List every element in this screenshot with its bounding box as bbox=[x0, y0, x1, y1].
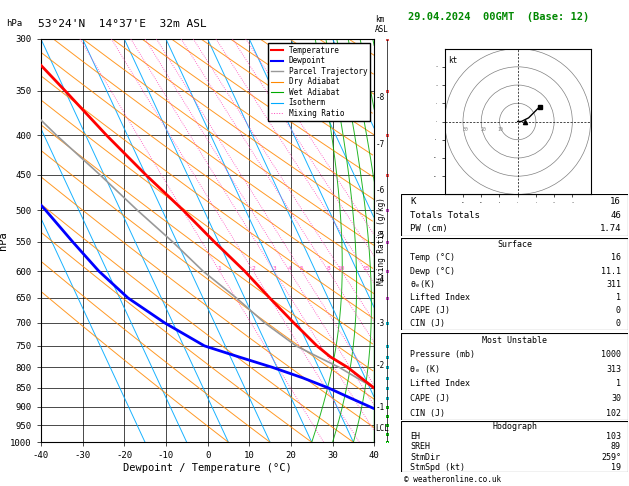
Text: Mixing Ratio (g/kg): Mixing Ratio (g/kg) bbox=[377, 197, 386, 284]
Text: 16: 16 bbox=[610, 197, 621, 206]
Text: K: K bbox=[410, 197, 416, 206]
Text: -5: -5 bbox=[376, 231, 385, 240]
Text: 16: 16 bbox=[611, 253, 621, 262]
Text: -6: -6 bbox=[376, 186, 385, 195]
Text: 53°24'N  14°37'E  32m ASL: 53°24'N 14°37'E 32m ASL bbox=[38, 19, 206, 30]
Y-axis label: hPa: hPa bbox=[0, 231, 8, 250]
Text: 8: 8 bbox=[326, 266, 330, 271]
Text: 10: 10 bbox=[498, 127, 503, 132]
Text: 313: 313 bbox=[606, 365, 621, 374]
Text: Surface: Surface bbox=[497, 240, 532, 249]
Text: 4: 4 bbox=[287, 266, 291, 271]
Text: 5: 5 bbox=[300, 266, 304, 271]
Text: 102: 102 bbox=[606, 409, 621, 417]
Text: 15: 15 bbox=[362, 266, 370, 271]
Text: Hodograph: Hodograph bbox=[492, 422, 537, 431]
Text: CAPE (J): CAPE (J) bbox=[410, 394, 450, 403]
Text: 2: 2 bbox=[252, 266, 255, 271]
Text: 89: 89 bbox=[611, 442, 621, 451]
Text: 46: 46 bbox=[610, 210, 621, 220]
Text: CIN (J): CIN (J) bbox=[410, 409, 445, 417]
Text: LCL: LCL bbox=[376, 424, 389, 433]
Text: 19: 19 bbox=[611, 463, 621, 472]
Text: CIN (J): CIN (J) bbox=[410, 319, 445, 329]
Text: -3: -3 bbox=[376, 319, 385, 328]
Text: 0: 0 bbox=[616, 319, 621, 329]
Text: 1: 1 bbox=[616, 380, 621, 388]
Text: -2: -2 bbox=[376, 361, 385, 370]
Text: 11.1: 11.1 bbox=[601, 267, 621, 276]
Text: Totals Totals: Totals Totals bbox=[410, 210, 480, 220]
Legend: Temperature, Dewpoint, Parcel Trajectory, Dry Adiabat, Wet Adiabat, Isotherm, Mi: Temperature, Dewpoint, Parcel Trajectory… bbox=[268, 43, 370, 121]
Text: 311: 311 bbox=[606, 280, 621, 289]
Text: SREH: SREH bbox=[410, 442, 430, 451]
Text: 0: 0 bbox=[616, 306, 621, 315]
Text: -8: -8 bbox=[376, 93, 385, 102]
Text: CAPE (J): CAPE (J) bbox=[410, 306, 450, 315]
Text: -1: -1 bbox=[376, 403, 385, 412]
Text: Pressure (mb): Pressure (mb) bbox=[410, 350, 476, 359]
Text: Lifted Index: Lifted Index bbox=[410, 293, 470, 302]
Text: StmDir: StmDir bbox=[410, 452, 440, 462]
Text: Dewp (°C): Dewp (°C) bbox=[410, 267, 455, 276]
Text: © weatheronline.co.uk: © weatheronline.co.uk bbox=[404, 474, 501, 484]
Text: 30: 30 bbox=[463, 127, 469, 132]
Text: Lifted Index: Lifted Index bbox=[410, 380, 470, 388]
Text: 10: 10 bbox=[338, 266, 345, 271]
Text: 1000: 1000 bbox=[601, 350, 621, 359]
Text: km
ASL: km ASL bbox=[375, 15, 389, 34]
Text: 1: 1 bbox=[616, 293, 621, 302]
Text: Temp (°C): Temp (°C) bbox=[410, 253, 455, 262]
Text: 20: 20 bbox=[480, 127, 486, 132]
Text: 259°: 259° bbox=[601, 452, 621, 462]
X-axis label: Dewpoint / Temperature (°C): Dewpoint / Temperature (°C) bbox=[123, 463, 292, 473]
Text: θₑ(K): θₑ(K) bbox=[410, 280, 435, 289]
Text: StmSpd (kt): StmSpd (kt) bbox=[410, 463, 465, 472]
Text: θₑ (K): θₑ (K) bbox=[410, 365, 440, 374]
Text: EH: EH bbox=[410, 432, 420, 441]
Text: kt: kt bbox=[448, 56, 458, 65]
Text: Most Unstable: Most Unstable bbox=[482, 336, 547, 345]
Text: 29.04.2024  00GMT  (Base: 12): 29.04.2024 00GMT (Base: 12) bbox=[408, 12, 589, 22]
Text: hPa: hPa bbox=[6, 19, 23, 29]
Text: 1.74: 1.74 bbox=[599, 225, 621, 233]
Text: -7: -7 bbox=[376, 140, 385, 149]
Text: -4: -4 bbox=[376, 276, 385, 284]
Text: 30: 30 bbox=[611, 394, 621, 403]
Text: 3: 3 bbox=[272, 266, 276, 271]
Text: PW (cm): PW (cm) bbox=[410, 225, 448, 233]
Text: 1: 1 bbox=[218, 266, 221, 271]
Text: 103: 103 bbox=[606, 432, 621, 441]
